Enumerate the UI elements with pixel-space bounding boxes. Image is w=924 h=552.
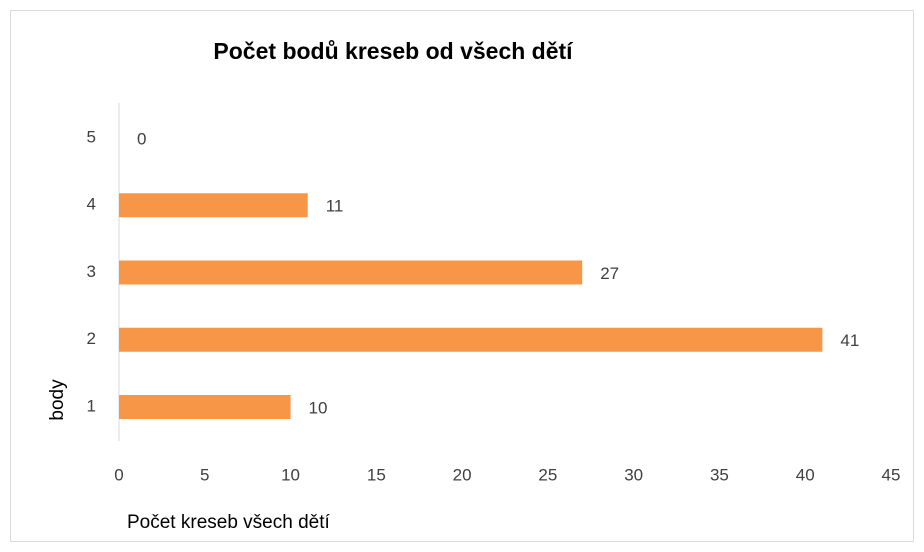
- data-label: 41: [840, 331, 859, 350]
- x-tick-label: 15: [367, 465, 386, 484]
- data-label: 0: [137, 129, 146, 148]
- y-tick-label: 3: [87, 262, 96, 281]
- x-tick-label: 20: [453, 465, 472, 484]
- x-tick-label: 0: [114, 465, 123, 484]
- bar: [119, 395, 291, 419]
- bar: [119, 327, 823, 352]
- y-tick-label: 2: [87, 329, 96, 348]
- y-tick-label: 1: [87, 396, 96, 415]
- x-tick-label: 25: [538, 465, 557, 484]
- x-tick-label: 5: [200, 465, 209, 484]
- x-axis-title: Počet kreseb všech dětí: [127, 512, 330, 533]
- bar: [119, 260, 583, 285]
- bar: [119, 193, 308, 218]
- x-tick-label: 30: [624, 465, 643, 484]
- y-tick-label: 5: [87, 127, 96, 146]
- x-tick-label: 10: [281, 465, 300, 484]
- x-tick-label: 45: [882, 465, 901, 484]
- x-tick-label: 35: [710, 465, 729, 484]
- data-label: 10: [309, 398, 328, 417]
- data-label: 27: [600, 264, 619, 283]
- x-tick-label: 40: [796, 465, 815, 484]
- y-axis-title: body: [47, 379, 68, 421]
- data-label: 11: [326, 197, 344, 216]
- chart-title: Počet bodů kreseb od všech dětí: [213, 38, 574, 64]
- y-tick-label: 4: [87, 195, 96, 214]
